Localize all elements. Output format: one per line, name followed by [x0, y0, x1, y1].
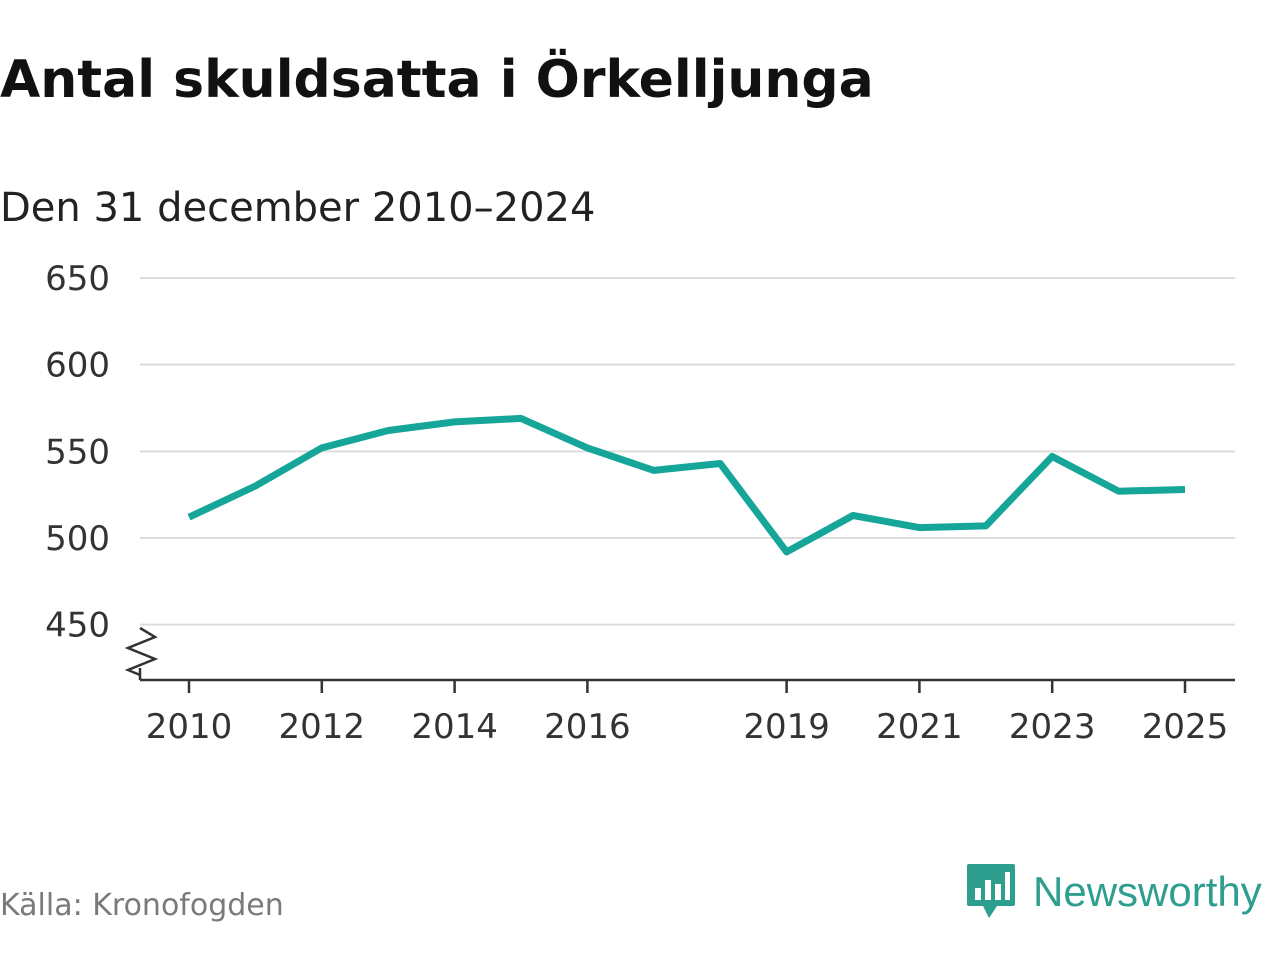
x-tick-label: 2019	[743, 707, 830, 747]
x-tick-label: 2014	[411, 707, 498, 747]
brand-name: Newsworthy	[1033, 868, 1262, 915]
x-tick-label: 2012	[279, 707, 366, 747]
y-tick-labels: 450 500 550 600 650	[45, 259, 110, 646]
newsworthy-logo-icon	[967, 864, 1015, 918]
x-tick-label: 2016	[544, 707, 631, 747]
axis-break-zigzag	[124, 626, 159, 677]
x-tick-label: 2025	[1142, 707, 1229, 747]
series-line	[187, 414, 1186, 556]
x-tick-label: 2021	[876, 707, 963, 747]
series	[187, 414, 1186, 556]
y-tick-label: 500	[45, 519, 110, 559]
x-tick-labels: 2010 2012 2014 2016 2019 2021 2023 2025	[146, 680, 1229, 747]
source-note: Källa: Kronofogden	[0, 888, 284, 923]
axes	[124, 626, 1235, 682]
chart-title: Antal skuldsatta i Örkelljunga	[0, 50, 874, 110]
chart-subtitle: Den 31 december 2010–2024	[0, 185, 596, 231]
x-tick-label: 2010	[146, 707, 233, 747]
grid-lines	[140, 277, 1235, 626]
y-tick-label: 600	[45, 346, 110, 386]
y-tick-label: 550	[45, 432, 110, 472]
y-tick-label: 650	[45, 259, 110, 299]
x-tick-label: 2023	[1009, 707, 1096, 747]
brand-logo[interactable]: Newsworthy	[965, 862, 1262, 922]
y-tick-label: 450	[45, 606, 110, 646]
